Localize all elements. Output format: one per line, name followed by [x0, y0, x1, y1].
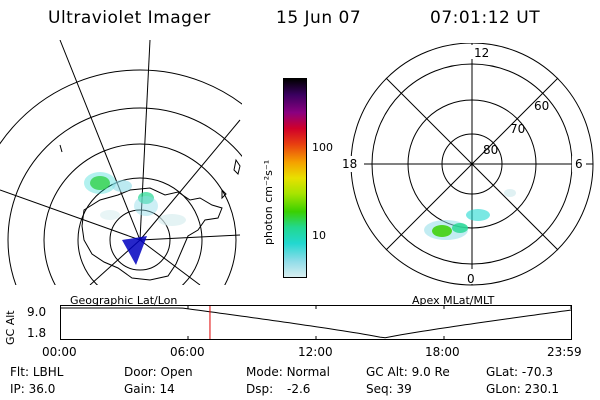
aurora-emission — [424, 189, 516, 240]
info-gc-alt: GC Alt: 9.0 Re — [366, 365, 450, 379]
aurora-emission — [84, 172, 186, 226]
altitude-xtick-4: 23:59 — [547, 345, 582, 359]
colorbar-unit-label: photon cm⁻²s⁻¹ — [262, 159, 275, 245]
info-gain: Gain: 14 — [124, 382, 175, 396]
altitude-xtick-0: 00:00 — [42, 345, 77, 359]
mlt-label-6: 6 — [575, 157, 583, 171]
instrument-title: Ultraviolet Imager — [48, 8, 211, 28]
mlt-label-18: 18 — [342, 157, 357, 171]
colorbar — [283, 78, 307, 278]
info-door: Door: Open — [124, 365, 193, 379]
altitude-plot — [60, 305, 572, 340]
mlat-label-80: 80 — [483, 143, 498, 157]
info-mode: Mode: Normal — [246, 365, 330, 379]
info-glat: GLat: -70.3 — [486, 365, 553, 379]
spacecraft-footprint — [122, 236, 147, 265]
lat-circle — [7, 107, 242, 285]
info-dsp: Dsp: -2.6 — [246, 382, 311, 396]
altitude-ylabel: GC Alt — [4, 310, 17, 345]
mlt-label-0: 0 — [467, 272, 475, 286]
info-seq: Seq: 39 — [366, 382, 412, 396]
time-label: 07:01:12 UT — [430, 8, 541, 28]
info-glon: GLon: 230.1 — [486, 382, 559, 396]
lat-circle — [109, 209, 171, 271]
altitude-ytick-min: 1.8 — [27, 326, 47, 340]
info-flt: Flt: LBHL — [10, 365, 64, 379]
colorbar-tick-10: 10 — [312, 229, 326, 242]
lat-circle — [77, 177, 203, 285]
lat-circle — [43, 143, 237, 285]
mlat-label-70: 70 — [510, 122, 525, 136]
lat-circle — [0, 69, 242, 145]
polar-panel-label: Apex MLat/MLT — [412, 294, 495, 307]
info-ip: IP: 36.0 — [10, 382, 56, 396]
altitude-xtick-1: 06:00 — [170, 345, 205, 359]
geo-panel-label: Geographic Lat/Lon — [70, 294, 178, 307]
altitude-xtick-3: 18:00 — [425, 345, 460, 359]
altitude-curve — [60, 307, 572, 339]
colorbar-tick-100: 100 — [312, 141, 333, 154]
mlt-label-12: 12 — [474, 46, 489, 60]
date-label: 15 Jun 07 — [276, 8, 362, 28]
mlat-label-60: 60 — [534, 99, 549, 113]
altitude-ytick-max: 9.0 — [27, 305, 47, 319]
geographic-map — [0, 40, 242, 285]
polar-plot: 12 0 18 6 60 70 80 — [340, 43, 594, 286]
altitude-xtick-2: 12:00 — [298, 345, 333, 359]
